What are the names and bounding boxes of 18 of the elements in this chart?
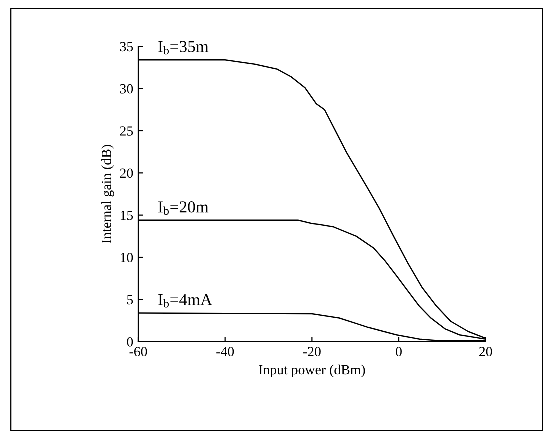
x-tick-label: 0 <box>396 347 402 357</box>
series-label: I$_{b}$=4mA <box>158 294 212 308</box>
y-tick-label: 0 <box>127 337 134 347</box>
x-axis-title: Input power (dBm) <box>259 364 366 378</box>
y-tick-label: 25 <box>120 126 134 136</box>
series-label: I$_{b}$=35m <box>158 41 209 55</box>
y-axis-title: Internal gain (dB) <box>102 145 114 244</box>
x-tick-label: -20 <box>303 347 321 357</box>
y-tick-label: 20 <box>120 168 134 178</box>
x-tick-label: 20 <box>480 347 492 357</box>
y-tick-label: 15 <box>120 210 134 220</box>
x-tick-label: -40 <box>216 347 234 357</box>
y-tick-label: 5 <box>128 295 134 305</box>
y-tick-label: 10 <box>120 253 134 262</box>
y-tick-label: 35 <box>120 42 134 52</box>
series-label: I$_{b}$=20m <box>158 202 209 216</box>
y-tick-label: 30 <box>120 84 134 94</box>
x-tick-label: -60 <box>130 347 148 357</box>
